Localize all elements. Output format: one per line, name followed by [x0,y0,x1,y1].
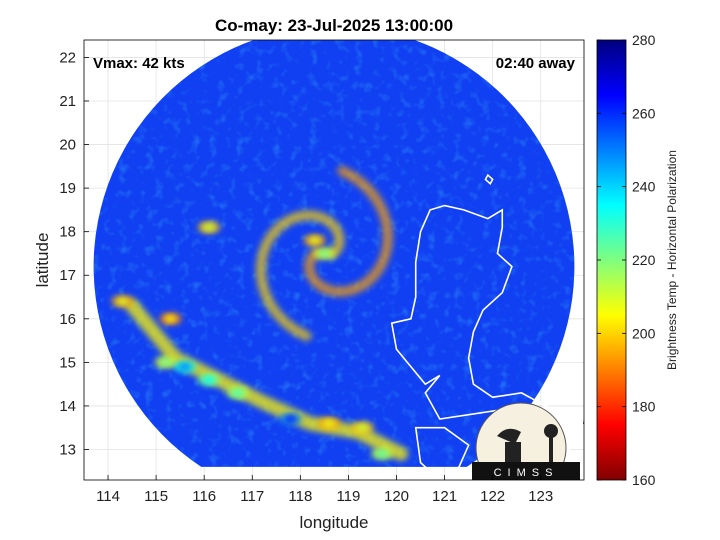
cold-feature [178,363,191,371]
y-tick-label: 17 [59,267,76,284]
colorbar-gradient [596,39,627,481]
y-tick-label: 14 [59,398,76,415]
cold-feature [318,249,331,257]
y-axis-label: latitude [33,233,52,288]
coastline-babuyan [484,173,494,186]
cold-feature [203,223,215,231]
plot-frame [83,39,585,481]
y-tick-label: 13 [59,442,76,459]
logo-banner [472,462,580,480]
cold-feature [231,389,244,397]
colorbar-ticks: 160 180 200 220 240 260 280 [597,32,656,488]
colorbar-tick-label: 200 [632,325,656,341]
cold-feature [159,358,172,366]
logo-dish-icon [497,428,521,444]
logo-disc [475,402,567,480]
rain-band [255,210,345,342]
x-tick-label: 120 [384,488,409,505]
logo-tower-pole [549,436,553,462]
vmax-annotation: Vmax: 42 kts [93,55,185,72]
microwave-scan [93,40,575,467]
colorbar-label: Brightness Temp - Horizontal Polarizatio… [665,150,679,370]
logo-tower-icon [544,424,558,438]
x-tick-label: 116 [192,488,216,505]
colorbar-tick-label: 280 [632,32,656,48]
colorbar-tick-label: 240 [632,179,656,195]
x-axis: 114 115 116 117 118 119 120 121 122 123 [96,475,553,505]
cold-feature [376,450,389,458]
coastlines [390,173,584,480]
x-tick-label: 117 [240,488,264,505]
cold-feature [284,415,297,423]
cold-features [111,221,394,460]
y-tick-label: 15 [59,354,76,371]
x-tick-label: 123 [528,488,553,505]
y-tick-label: 18 [59,224,76,241]
y-tick-label: 22 [59,49,76,66]
cold-feature [203,376,215,384]
plot-area: CIMSS Vmax: 42 kts 02:40 away [83,39,585,481]
y-tick-label: 20 [59,137,76,154]
chart-title: Co-may: 23-Jul-2025 13:00:00 [215,16,453,35]
cold-feature [164,315,177,323]
coastline-luzon [390,204,584,455]
coastline-mindoro [414,426,470,480]
logo-text: CIMSS [494,467,559,479]
cimss-logo: CIMSS [472,402,580,480]
cold-feature [356,424,369,432]
x-tick-label: 119 [336,488,360,505]
x-tick-label: 121 [432,488,457,505]
time-away-annotation: 02:40 away [496,55,576,72]
x-axis-label: longitude [299,513,368,532]
x-tick-label: 122 [480,488,505,505]
y-tick-label: 16 [59,311,76,328]
y-tick-label: 21 [59,93,76,110]
logo-building-icon [505,442,521,462]
colorbar-tick-label: 260 [632,105,656,121]
rain-band [304,165,393,297]
x-tick-label: 115 [144,488,168,505]
x-tick-label: 118 [288,488,312,505]
colorbar: 160 180 200 220 240 260 280 Brightness Temp - … [596,32,679,488]
x-tick-label: 114 [96,488,120,505]
colorbar-tick-label: 160 [632,472,656,488]
colorbar-tick-label: 180 [632,399,656,415]
y-tick-label: 19 [59,180,76,197]
y-axis: 13 14 15 16 17 18 19 20 21 22 [59,49,89,459]
colorbar-tick-label: 220 [632,252,656,268]
cold-feature [308,236,321,244]
cold-feature [116,297,129,305]
cold-feature [323,419,336,427]
